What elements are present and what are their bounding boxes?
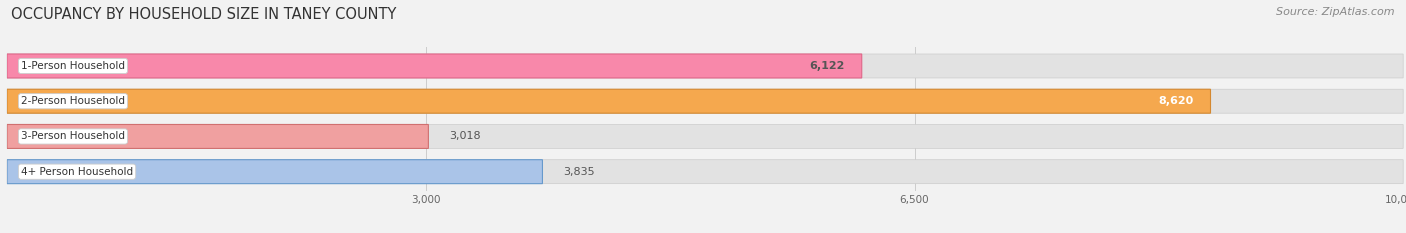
FancyBboxPatch shape	[7, 160, 1403, 184]
FancyBboxPatch shape	[7, 54, 1403, 78]
FancyBboxPatch shape	[7, 124, 429, 148]
Text: OCCUPANCY BY HOUSEHOLD SIZE IN TANEY COUNTY: OCCUPANCY BY HOUSEHOLD SIZE IN TANEY COU…	[11, 7, 396, 22]
Text: Source: ZipAtlas.com: Source: ZipAtlas.com	[1277, 7, 1395, 17]
Text: 3-Person Household: 3-Person Household	[21, 131, 125, 141]
Text: 2-Person Household: 2-Person Household	[21, 96, 125, 106]
FancyBboxPatch shape	[7, 54, 862, 78]
Text: 6,122: 6,122	[810, 61, 845, 71]
Text: 3,018: 3,018	[450, 131, 481, 141]
FancyBboxPatch shape	[7, 89, 1403, 113]
Text: 3,835: 3,835	[564, 167, 595, 177]
Text: 1-Person Household: 1-Person Household	[21, 61, 125, 71]
Text: 4+ Person Household: 4+ Person Household	[21, 167, 134, 177]
FancyBboxPatch shape	[7, 160, 543, 184]
FancyBboxPatch shape	[7, 89, 1211, 113]
Text: 8,620: 8,620	[1159, 96, 1194, 106]
FancyBboxPatch shape	[7, 124, 1403, 148]
